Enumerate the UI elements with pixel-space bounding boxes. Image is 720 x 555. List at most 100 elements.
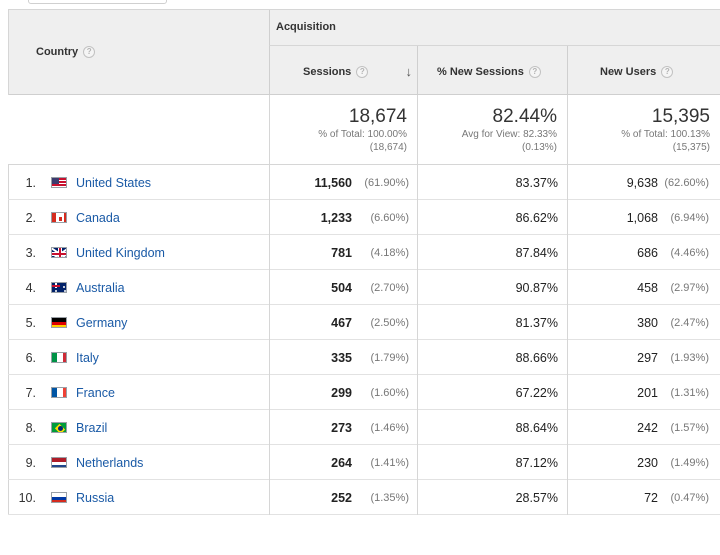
row-rank: 9.: [25, 456, 36, 470]
flag-au-icon: [51, 282, 67, 293]
country-link[interactable]: Germany: [76, 316, 128, 330]
table-body: 1. United States 11,560 (61.90%) 83.37% …: [8, 165, 720, 515]
pct-new-sessions-value: 67.22%: [515, 386, 558, 400]
flag-fr-icon: [51, 387, 67, 398]
new-users-value: 230: [637, 456, 658, 470]
pct-new-sessions-value: 28.57%: [515, 491, 558, 505]
country-link[interactable]: France: [76, 386, 115, 400]
country-link[interactable]: Italy: [76, 351, 99, 365]
flag-it-icon: [51, 352, 67, 363]
new-users-percent: (4.46%): [670, 247, 709, 259]
new-users-cell: 1,068 (6.94%): [567, 200, 720, 235]
flag-de-icon: [51, 317, 67, 328]
sessions-total-abs: (18,674): [369, 142, 407, 153]
sessions-percent: (1.41%): [370, 457, 409, 469]
pct-new-sessions-value: 81.37%: [515, 316, 558, 330]
country-link[interactable]: United States: [76, 176, 152, 190]
country-cell: 6. Italy: [8, 340, 269, 375]
pct-new-sessions-total: 82.44% Avg for View: 82.33% (0.13%): [417, 95, 567, 165]
sessions-value: 273: [331, 421, 352, 435]
new-users-percent: (1.57%): [670, 422, 709, 434]
pct-new-sessions-cell: 86.62%: [417, 200, 567, 235]
sessions-total: 18,674 % of Total: 100.00% (18,674): [269, 95, 417, 165]
sessions-percent: (2.70%): [370, 282, 409, 294]
report-table: Country? Acquisition Sessions? ↓ % New S…: [8, 9, 720, 515]
row-rank: 10.: [18, 491, 36, 505]
country-cell: 3. United Kingdom: [8, 235, 269, 270]
table-row: 3. United Kingdom 781 (4.18%) 87.84% 686…: [8, 235, 720, 270]
country-cell: 7. France: [8, 375, 269, 410]
new-users-cell: 458 (2.97%): [567, 270, 720, 305]
pct-new-sessions-value: 88.64%: [515, 421, 558, 435]
help-icon[interactable]: ?: [528, 66, 541, 79]
pct-new-sessions-total-avg: Avg for View: 82.33%: [461, 129, 557, 140]
row-rank: 2.: [25, 211, 36, 225]
table-left-border: [8, 9, 9, 514]
new-users-value: 242: [637, 421, 658, 435]
sessions-value: 252: [331, 491, 352, 505]
country-cell: 5. Germany: [8, 305, 269, 340]
new-users-cell: 72 (0.47%): [567, 480, 720, 515]
country-column-header[interactable]: Country?: [8, 10, 269, 95]
new-users-total: 15,395 % of Total: 100.13% (15,375): [567, 95, 720, 165]
sessions-percent: (2.50%): [370, 317, 409, 329]
new-users-cell: 380 (2.47%): [567, 305, 720, 340]
new-users-value: 9,638: [626, 176, 658, 190]
sessions-cell: 781 (4.18%): [269, 235, 417, 270]
table-row: 9. Netherlands 264 (1.41%) 87.12% 230 (1…: [8, 445, 720, 480]
pct-new-sessions-cell: 28.57%: [417, 480, 567, 515]
sessions-percent: (61.90%): [364, 177, 409, 189]
flag-gb-icon: [51, 247, 67, 258]
sessions-cell: 264 (1.41%): [269, 445, 417, 480]
totals-row: 18,674 % of Total: 100.00% (18,674) 82.4…: [8, 95, 720, 165]
pct-new-sessions-cell: 83.37%: [417, 165, 567, 200]
country-link[interactable]: Australia: [76, 281, 125, 295]
sessions-value: 1,233: [320, 211, 352, 225]
new-users-percent: (2.97%): [670, 282, 709, 294]
sessions-value: 467: [331, 316, 352, 330]
new-users-cell: 242 (1.57%): [567, 410, 720, 445]
table-row: 7. France 299 (1.60%) 67.22% 201 (1.31%): [8, 375, 720, 410]
new-users-percent: (62.60%): [664, 177, 709, 189]
sessions-cell: 252 (1.35%): [269, 480, 417, 515]
pct-new-sessions-value: 87.12%: [515, 456, 558, 470]
sessions-cell: 11,560 (61.90%): [269, 165, 417, 200]
sessions-percent: (1.35%): [370, 492, 409, 504]
sessions-cell: 273 (1.46%): [269, 410, 417, 445]
row-rank: 8.: [25, 421, 36, 435]
country-link[interactable]: United Kingdom: [76, 246, 165, 260]
pct-new-sessions-cell: 90.87%: [417, 270, 567, 305]
sessions-value: 504: [331, 281, 352, 295]
new-users-percent: (6.94%): [670, 212, 709, 224]
country-cell: 8. Brazil: [8, 410, 269, 445]
pct-new-sessions-value: 88.66%: [515, 351, 558, 365]
new-users-percent: (2.47%): [670, 317, 709, 329]
pct-new-sessions-column-header[interactable]: % New Sessions?: [417, 46, 567, 95]
table-row: 10. Russia 252 (1.35%) 28.57% 72 (0.47%): [8, 480, 720, 515]
help-icon[interactable]: ?: [356, 66, 369, 79]
flag-ca-icon: [51, 212, 67, 223]
country-cell: 10. Russia: [8, 480, 269, 515]
country-link[interactable]: Netherlands: [76, 456, 144, 470]
pct-new-sessions-cell: 87.84%: [417, 235, 567, 270]
sessions-value: 781: [331, 246, 352, 260]
sessions-column-header[interactable]: Sessions? ↓: [269, 46, 417, 95]
new-users-value: 380: [637, 316, 658, 330]
country-link[interactable]: Canada: [76, 211, 120, 225]
sort-descending-icon[interactable]: ↓: [405, 64, 413, 79]
sessions-percent: (6.60%): [370, 212, 409, 224]
pct-new-sessions-cell: 81.37%: [417, 305, 567, 340]
country-link[interactable]: Brazil: [76, 421, 108, 435]
data-grid: Country? Acquisition Sessions? ↓ % New S…: [8, 9, 720, 515]
new-users-value: 686: [637, 246, 658, 260]
help-icon[interactable]: ?: [83, 46, 96, 59]
new-users-column-header[interactable]: New Users?: [567, 46, 720, 95]
pct-new-sessions-total-value: 82.44%: [492, 106, 557, 127]
help-icon[interactable]: ?: [661, 66, 674, 79]
row-rank: 5.: [25, 316, 36, 330]
table-row: 8. Brazil 273 (1.46%) 88.64% 242 (1.57%): [8, 410, 720, 445]
country-link[interactable]: Russia: [76, 491, 115, 505]
sessions-cell: 1,233 (6.60%): [269, 200, 417, 235]
new-users-value: 458: [637, 281, 658, 295]
table-row: 1. United States 11,560 (61.90%) 83.37% …: [8, 165, 720, 200]
